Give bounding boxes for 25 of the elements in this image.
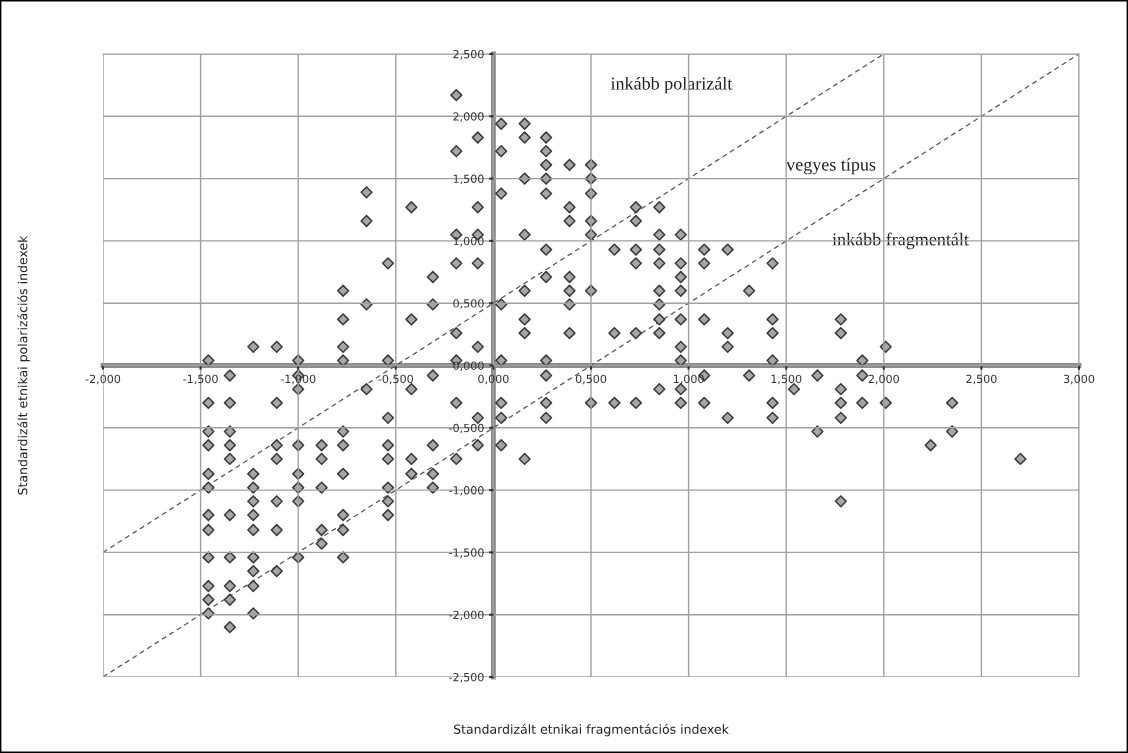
x-tick-label: -1,500 <box>183 374 218 385</box>
annotation: vegyes típus <box>786 157 876 175</box>
y-tick-label: 1,500 <box>453 174 484 185</box>
y-axis-title: Standardizált etnikai polarizációs indexek <box>17 235 30 495</box>
y-tick-label: -2,500 <box>449 672 484 683</box>
y-tick-label: 0,500 <box>453 299 484 309</box>
y-tick-label: -2,000 <box>449 610 484 621</box>
y-tick-label: 1,000 <box>453 236 484 247</box>
x-axis-title: Standardizált etnikai fragmentációs indexek <box>453 723 729 737</box>
x-tick-label: -1,000 <box>280 374 316 385</box>
y-tick-label: -0,500 <box>449 423 484 434</box>
x-tick-label: 2,000 <box>868 374 899 385</box>
y-tick-label: 2,000 <box>453 112 484 122</box>
y-tick-label: 2,500 <box>453 49 484 60</box>
y-tick-label: -1,000 <box>449 486 484 496</box>
x-tick-label: 3,000 <box>1063 374 1095 385</box>
x-tick-label: -2,000 <box>85 374 121 385</box>
x-tick-label: 0,500 <box>575 374 607 385</box>
x-tick-label: 1,500 <box>771 374 802 385</box>
x-tick-label: -0,500 <box>378 374 413 385</box>
annotation: inkább polarizált <box>610 76 733 94</box>
x-tick-label: 2,500 <box>966 374 997 385</box>
annotation: inkább fragmentált <box>832 232 969 250</box>
y-tick-label: -1,500 <box>449 548 484 558</box>
x-tick-label: 1,000 <box>673 374 704 385</box>
